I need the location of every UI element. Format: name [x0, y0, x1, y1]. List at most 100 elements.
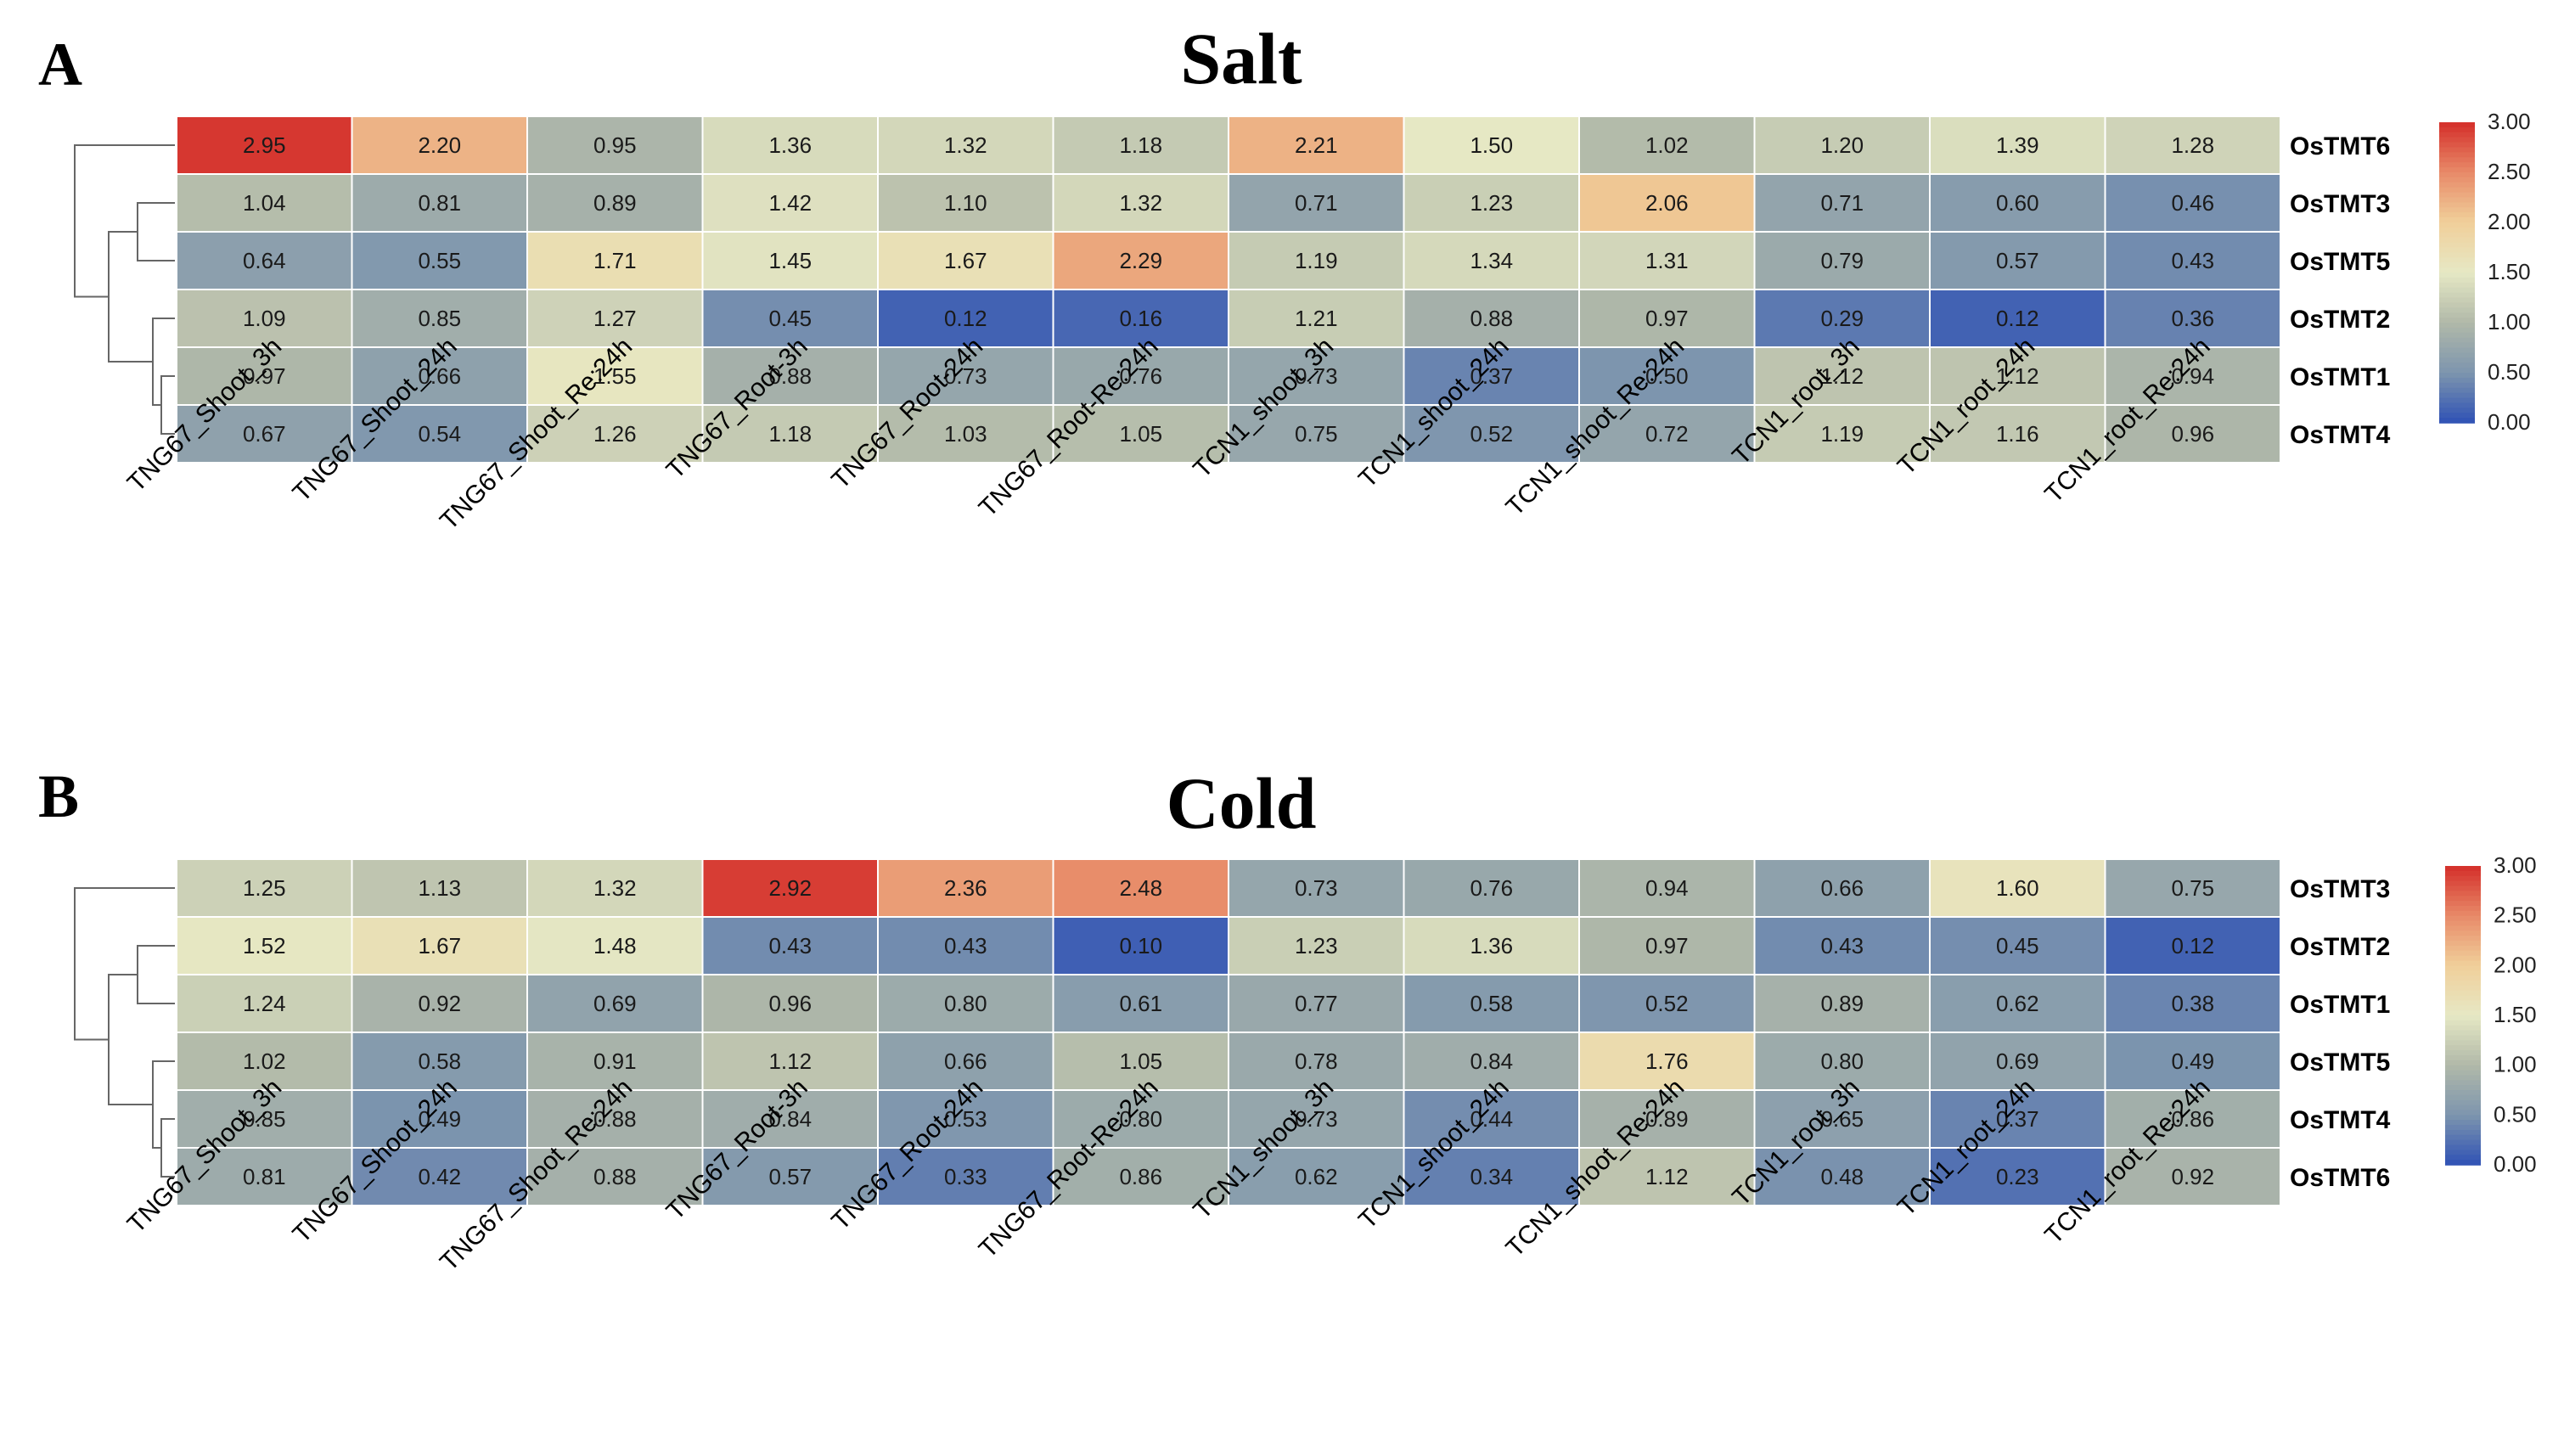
heatmap-cell [701, 404, 879, 464]
legend-tick-label: 2.50 [2488, 159, 2531, 184]
legend-color-step [2439, 172, 2475, 178]
cell-value-label: 0.77 [1295, 991, 1338, 1016]
legend-color-step [2439, 273, 2475, 278]
legend-color-step [2439, 257, 2475, 263]
heatmap-cell [1403, 916, 1580, 975]
cell-value-label: 0.89 [1820, 991, 1864, 1016]
legend-color-step [2439, 152, 2475, 159]
cell-value-label: 0.58 [1470, 991, 1513, 1016]
cell-value-label: 1.31 [1645, 248, 1689, 273]
legend-color-step [2445, 985, 2481, 992]
cell-value-label: 0.62 [1996, 991, 2039, 1016]
cell-value-label: 0.75 [1295, 421, 1338, 447]
legend-color-step [2439, 126, 2475, 133]
cell-value-label: 1.42 [768, 190, 812, 216]
panel-letter: B [38, 762, 79, 830]
cell-value-label: 0.43 [2171, 248, 2214, 273]
legend-color-step [2439, 397, 2475, 404]
cell-value-label: 0.61 [1119, 991, 1162, 1016]
cell-value-label: 0.92 [2171, 1164, 2214, 1189]
heatmap-cell [1228, 1032, 1405, 1091]
cell-value-label: 1.21 [1295, 306, 1338, 331]
heatmap-cell [176, 858, 353, 918]
cell-value-label: 0.80 [944, 991, 987, 1016]
legend-color-step [2439, 312, 2475, 318]
row-label: OsTMT2 [2290, 306, 2390, 334]
heatmap-cell [526, 289, 704, 348]
legend-color-step [2439, 418, 2475, 424]
legend-color-step [2445, 1090, 2481, 1096]
row-label: OsTMT1 [2290, 363, 2390, 391]
heatmap-cell [1753, 404, 1931, 464]
legend-color-step [2445, 1144, 2481, 1151]
cell-value-label: 0.91 [593, 1048, 637, 1074]
cell-value-label: 1.45 [768, 248, 812, 273]
heatmap-panel-a: A Salt 2.95 2.20 0.95 1.36 1.32 1.18 2.21 1.50 1.0… [38, 18, 2531, 536]
heatmap-cell [526, 974, 704, 1033]
legend-color-step [2439, 307, 2475, 313]
heatmap-cell [701, 346, 879, 406]
legend-color-step [2445, 1070, 2481, 1077]
cell-value-label: 1.19 [1295, 248, 1338, 273]
heatmap-cell [526, 1089, 704, 1149]
cell-value-label: 0.79 [1820, 248, 1864, 273]
cell-value-label: 1.05 [1119, 421, 1162, 447]
cell-value-label: 0.80 [1119, 1106, 1162, 1132]
legend-color-step [2445, 1094, 2481, 1101]
panel-letter: A [38, 31, 82, 98]
legend-color-step [2445, 1045, 2481, 1051]
heatmap-cell [351, 115, 528, 175]
cell-value-label: 0.29 [1820, 306, 1864, 331]
cell-value-label: 0.94 [2171, 363, 2214, 389]
cell-value-label: 2.06 [1645, 190, 1689, 216]
legend-color-step [2439, 318, 2475, 323]
row-label: OsTMT3 [2290, 190, 2390, 218]
legend-color-step [2439, 162, 2475, 168]
heatmap-cell [1228, 115, 1405, 175]
heatmap-cell [1052, 1032, 1229, 1091]
legend-tick-label: 0.50 [2494, 1101, 2537, 1127]
legend-color-step [2445, 980, 2481, 987]
cell-value-label: 0.97 [1645, 933, 1689, 958]
legend-color-step [2445, 1115, 2481, 1121]
cell-value-label: 0.84 [1470, 1048, 1513, 1074]
heatmap-cell [176, 289, 353, 348]
legend-color-step [2439, 377, 2475, 384]
cell-value-label: 2.21 [1295, 132, 1338, 158]
heatmap-cell [1753, 858, 1931, 918]
legend-color-step [2445, 1030, 2481, 1037]
cell-value-label: 0.34 [1470, 1164, 1513, 1189]
cell-value-label: 1.32 [1119, 190, 1162, 216]
heatmap-cell [701, 115, 879, 175]
heatmap-cell [877, 858, 1054, 918]
heatmap-cell [1052, 115, 1229, 175]
legend-color-step [2445, 1075, 2481, 1082]
heatmap-cell [701, 231, 879, 290]
cell-value-label: 1.28 [2171, 132, 2214, 158]
heatmap-cell [1052, 404, 1229, 464]
cell-value-label: 0.37 [1470, 363, 1513, 389]
heatmap-cell [1929, 115, 2106, 175]
legend-color-step [2439, 217, 2475, 223]
cell-value-label: 0.73 [944, 363, 987, 389]
cell-value-label: 0.44 [1470, 1106, 1513, 1132]
cell-value-label: 1.12 [1996, 363, 2039, 389]
legend-color-step [2439, 277, 2475, 284]
cell-value-label: 1.02 [243, 1048, 286, 1074]
cell-value-label: 0.80 [1820, 1048, 1864, 1074]
heatmap-cell [1753, 173, 1931, 233]
legend-color-step [2439, 357, 2475, 363]
legend-color-step [2445, 1060, 2481, 1066]
heatmap-cell [1578, 916, 1756, 975]
heatmap-cell [1929, 1032, 2106, 1091]
cell-value-label: 0.72 [1645, 421, 1689, 447]
cell-value-label: 1.71 [593, 248, 637, 273]
heatmap-cell [1929, 974, 2106, 1033]
row-label: OsTMT4 [2290, 421, 2391, 449]
cell-value-label: 1.18 [768, 421, 812, 447]
heatmap-cell [877, 173, 1054, 233]
legend-color-step [2445, 930, 2481, 936]
cell-value-label: 0.65 [1820, 1106, 1864, 1132]
cell-value-label: 0.73 [1295, 1106, 1338, 1132]
cell-value-label: 0.94 [1645, 875, 1689, 901]
